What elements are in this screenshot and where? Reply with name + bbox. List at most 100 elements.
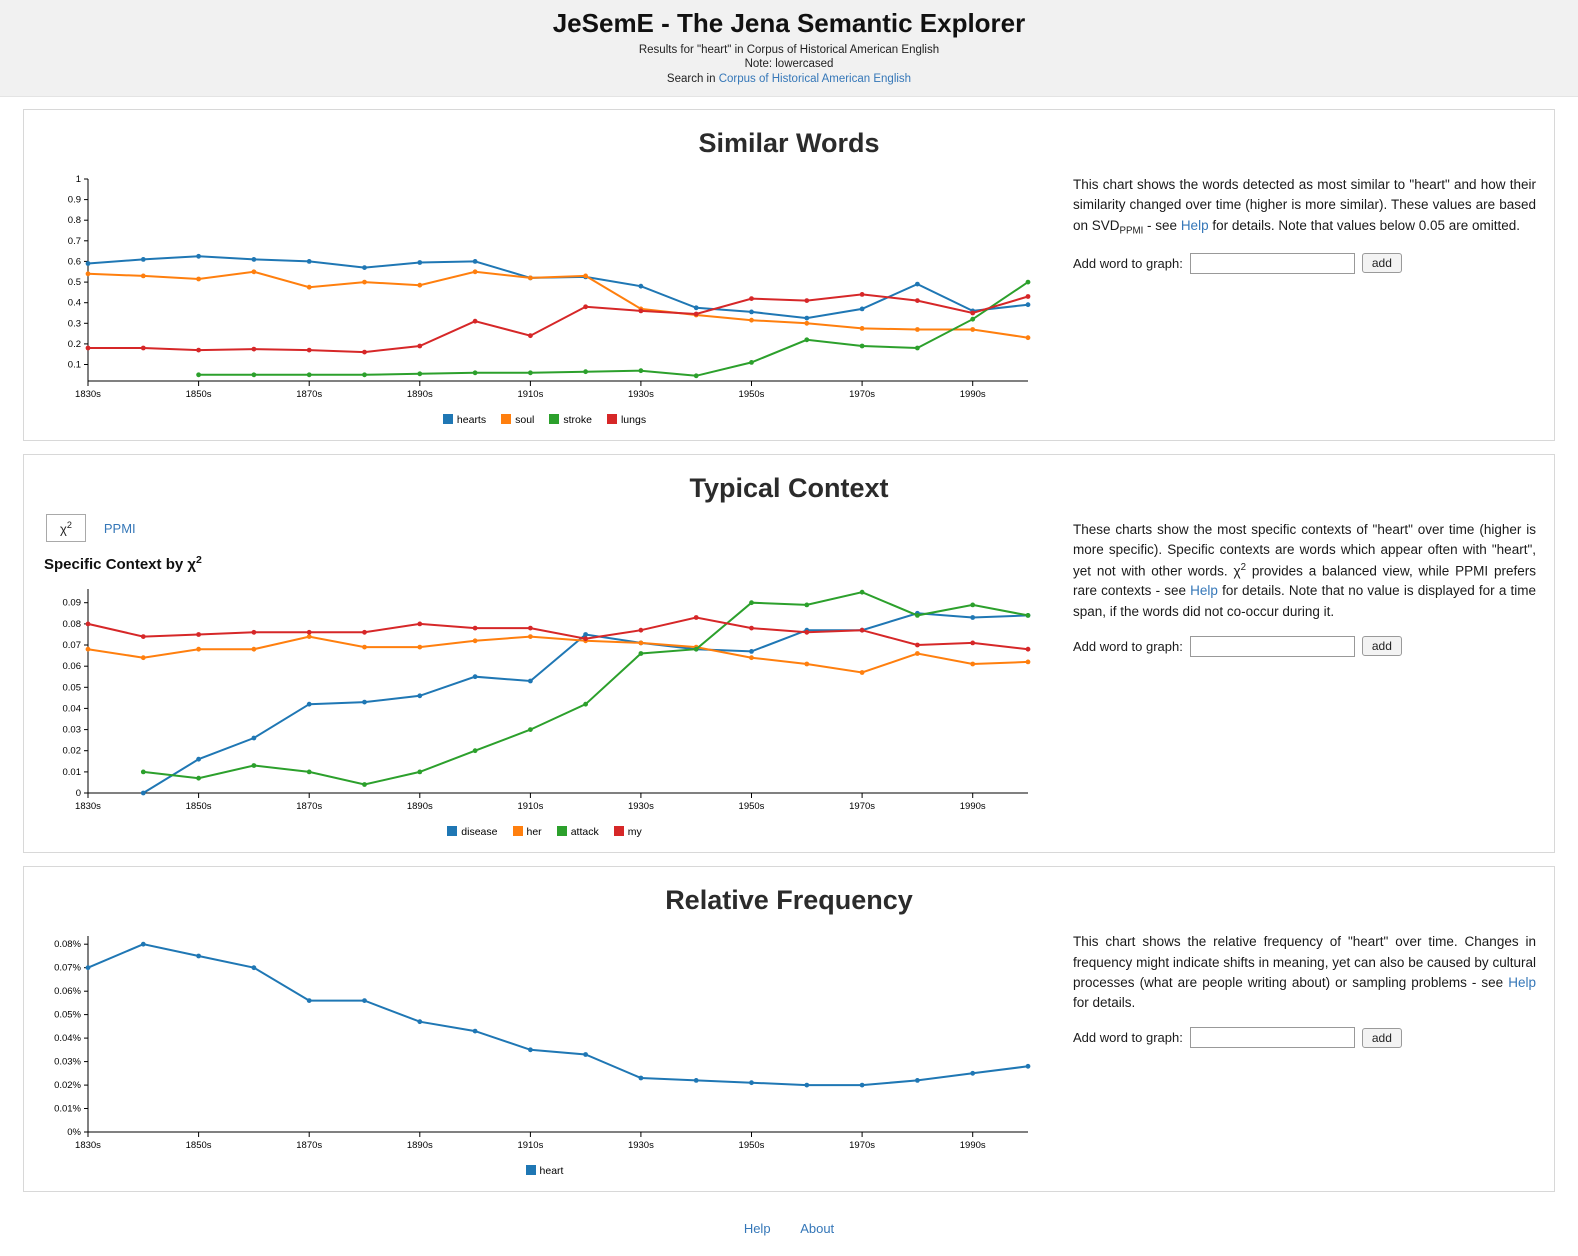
page-header: JeSemE - The Jena Semantic Explorer Resu… <box>0 0 1578 98</box>
add-word-input[interactable] <box>1189 1027 1355 1049</box>
svg-text:1830s: 1830s <box>75 389 101 400</box>
page-footer: Help About <box>0 1205 1578 1256</box>
add-word-label: Add word to graph: <box>1073 1030 1183 1046</box>
similar-words-heading: Similar Words <box>698 128 880 159</box>
add-word-input[interactable] <box>1189 252 1355 274</box>
add-word-button[interactable]: add <box>1361 253 1402 274</box>
legend-swatch <box>447 826 458 837</box>
corpus-link[interactable]: Corpus of Historical American English <box>718 72 912 85</box>
svg-text:1950s: 1950s <box>739 1140 765 1151</box>
typical-context-legend: disease her attack my <box>42 826 1047 838</box>
legend-swatch <box>442 414 453 425</box>
svg-text:0.08%: 0.08% <box>54 940 81 951</box>
legend-swatch <box>501 414 512 425</box>
svg-text:0.4: 0.4 <box>68 298 81 309</box>
legend-swatch <box>525 1165 536 1176</box>
svg-text:1870s: 1870s <box>296 801 322 812</box>
svg-text:0.02%: 0.02% <box>54 1081 81 1092</box>
legend-swatch <box>512 826 523 837</box>
similar-words-chart: 0.1 0.2 0.3 0.4 0.5 0.6 0.7 0.8 0.9 1 1830s 1850s 18… <box>42 169 1047 412</box>
similar-words-description: This chart shows the words detected as m… <box>1073 177 1536 237</box>
svg-text:1950s: 1950s <box>739 389 765 400</box>
svg-text:0.09: 0.09 <box>63 598 82 609</box>
app-title: JeSemE - The Jena Semantic Explorer <box>552 8 1026 38</box>
svg-text:1850s: 1850s <box>186 1140 212 1151</box>
help-link[interactable]: Help <box>1190 583 1218 599</box>
legend-item-lungs[interactable]: lungs <box>606 414 646 426</box>
similar-words-panel: Similar Words 0.1 0.2 0.3 0.4 0.5 0.6 0.7 0.8 0.… <box>23 109 1555 442</box>
svg-text:0.04: 0.04 <box>63 704 82 715</box>
svg-text:1970s: 1970s <box>849 1140 875 1151</box>
svg-text:1: 1 <box>76 174 81 185</box>
relative-frequency-legend: heart <box>42 1165 1047 1177</box>
relative-frequency-chart: 0% 0.01% 0.02% 0.03% 0.04% 0.05% 0.06% 0.07% 0.0… <box>42 926 1047 1163</box>
svg-text:1930s: 1930s <box>628 801 654 812</box>
svg-text:1850s: 1850s <box>186 389 212 400</box>
add-word-button[interactable]: add <box>1361 636 1402 657</box>
typical-context-description: These charts show the most specific cont… <box>1073 522 1536 619</box>
legend-swatch <box>556 826 567 837</box>
svg-text:1910s: 1910s <box>517 801 543 812</box>
svg-text:1970s: 1970s <box>849 801 875 812</box>
svg-text:0.5: 0.5 <box>68 277 81 288</box>
legend-item-her[interactable]: her <box>512 826 542 838</box>
svg-text:0.01: 0.01 <box>63 767 82 778</box>
footer-about-link[interactable]: About <box>800 1221 835 1237</box>
svg-text:1890s: 1890s <box>407 801 433 812</box>
svg-text:0.9: 0.9 <box>68 195 81 206</box>
footer-help-link[interactable]: Help <box>743 1221 771 1237</box>
results-line: Results for "heart" in Corpus of Histori… <box>638 44 940 56</box>
search-line: Search in Corpus of Historical American … <box>0 72 1578 86</box>
relative-frequency-panel: Relative Frequency 0% 0.01% 0.02% 0.03% 0.04… <box>23 866 1555 1193</box>
svg-text:1850s: 1850s <box>186 801 212 812</box>
svg-text:0.07%: 0.07% <box>54 963 81 974</box>
typical-context-panel: Typical Context χ2 PPMI Specific Context… <box>23 454 1555 854</box>
relative-frequency-heading: Relative Frequency <box>665 885 913 916</box>
add-word-label: Add word to graph: <box>1073 638 1183 654</box>
svg-text:0.04%: 0.04% <box>54 1034 81 1045</box>
svg-text:1890s: 1890s <box>407 1140 433 1151</box>
tab-ppmi[interactable]: PPMI <box>103 520 136 536</box>
typical-context-heading: Typical Context <box>689 473 889 504</box>
svg-text:0.1: 0.1 <box>68 360 81 371</box>
svg-text:1990s: 1990s <box>960 801 986 812</box>
svg-text:1870s: 1870s <box>296 389 322 400</box>
legend-item-stroke[interactable]: stroke <box>549 414 592 426</box>
svg-text:0: 0 <box>76 788 81 799</box>
relative-frequency-description: This chart shows the relative frequency … <box>1073 934 1536 1011</box>
context-chart-subtitle: Specific Context by χ2 <box>44 554 202 574</box>
legend-item-hearts[interactable]: hearts <box>442 414 486 426</box>
svg-text:0.05%: 0.05% <box>54 1010 81 1021</box>
legend-item-soul[interactable]: soul <box>501 414 534 426</box>
svg-text:0.8: 0.8 <box>68 215 81 226</box>
add-word-label: Add word to graph: <box>1073 255 1183 271</box>
legend-item-my[interactable]: my <box>613 826 642 838</box>
legend-item-attack[interactable]: attack <box>556 826 599 838</box>
svg-text:0.2: 0.2 <box>68 339 81 350</box>
similar-words-legend: hearts soul stroke lungs <box>42 414 1047 426</box>
svg-text:1990s: 1990s <box>960 389 986 400</box>
help-link[interactable]: Help <box>1508 974 1536 990</box>
tab-chi-squared[interactable]: χ2 <box>46 514 86 543</box>
svg-text:1890s: 1890s <box>407 389 433 400</box>
svg-text:0.01%: 0.01% <box>54 1104 81 1115</box>
help-link[interactable]: Help <box>1180 217 1209 233</box>
svg-text:0.08: 0.08 <box>63 619 82 630</box>
svg-text:1830s: 1830s <box>75 1140 101 1151</box>
svg-text:1830s: 1830s <box>75 801 101 812</box>
similar-chart-svg: 0.1 0.2 0.3 0.4 0.5 0.6 0.7 0.8 0.9 1 1830s 1850s 18… <box>68 174 1031 400</box>
svg-text:0.05: 0.05 <box>63 683 82 694</box>
legend-item-heart[interactable]: heart <box>525 1165 563 1177</box>
svg-text:1930s: 1930s <box>628 1140 654 1151</box>
svg-text:1930s: 1930s <box>628 389 654 400</box>
legend-item-disease[interactable]: disease <box>447 826 498 838</box>
add-word-input[interactable] <box>1189 635 1355 657</box>
svg-text:1910s: 1910s <box>517 1140 543 1151</box>
search-prefix: Search in <box>666 72 719 85</box>
context-tabs: χ2 PPMI <box>46 514 1047 543</box>
svg-text:1970s: 1970s <box>849 389 875 400</box>
note-line: Note: lowercased <box>744 58 834 71</box>
add-word-button[interactable]: add <box>1361 1027 1402 1048</box>
svg-text:0.7: 0.7 <box>68 236 81 247</box>
svg-text:0.3: 0.3 <box>68 318 81 329</box>
